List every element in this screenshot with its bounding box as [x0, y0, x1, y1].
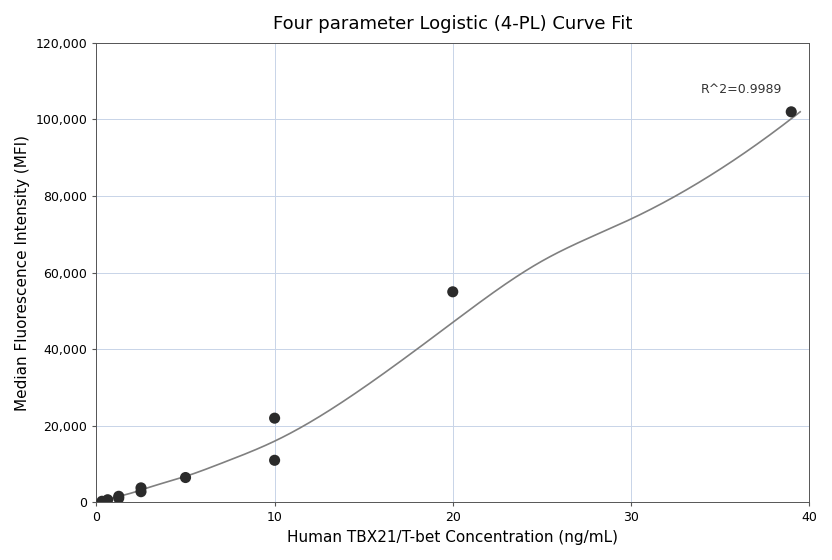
- Point: [268, 414, 281, 423]
- Point: [179, 473, 192, 482]
- X-axis label: Human TBX21/T-bet Concentration (ng/mL): Human TBX21/T-bet Concentration (ng/mL): [287, 530, 618, 545]
- Text: R^2=0.9989: R^2=0.9989: [701, 83, 782, 96]
- Point: [96, 497, 109, 506]
- Point: [446, 287, 459, 296]
- Point: [785, 108, 798, 116]
- Point: [101, 495, 114, 504]
- Point: [112, 492, 126, 501]
- Point: [134, 487, 147, 496]
- Title: Four parameter Logistic (4-PL) Curve Fit: Four parameter Logistic (4-PL) Curve Fit: [273, 15, 632, 33]
- Point: [134, 483, 147, 492]
- Y-axis label: Median Fluorescence Intensity (MFI): Median Fluorescence Intensity (MFI): [15, 134, 30, 410]
- Point: [268, 456, 281, 465]
- Point: [112, 494, 126, 503]
